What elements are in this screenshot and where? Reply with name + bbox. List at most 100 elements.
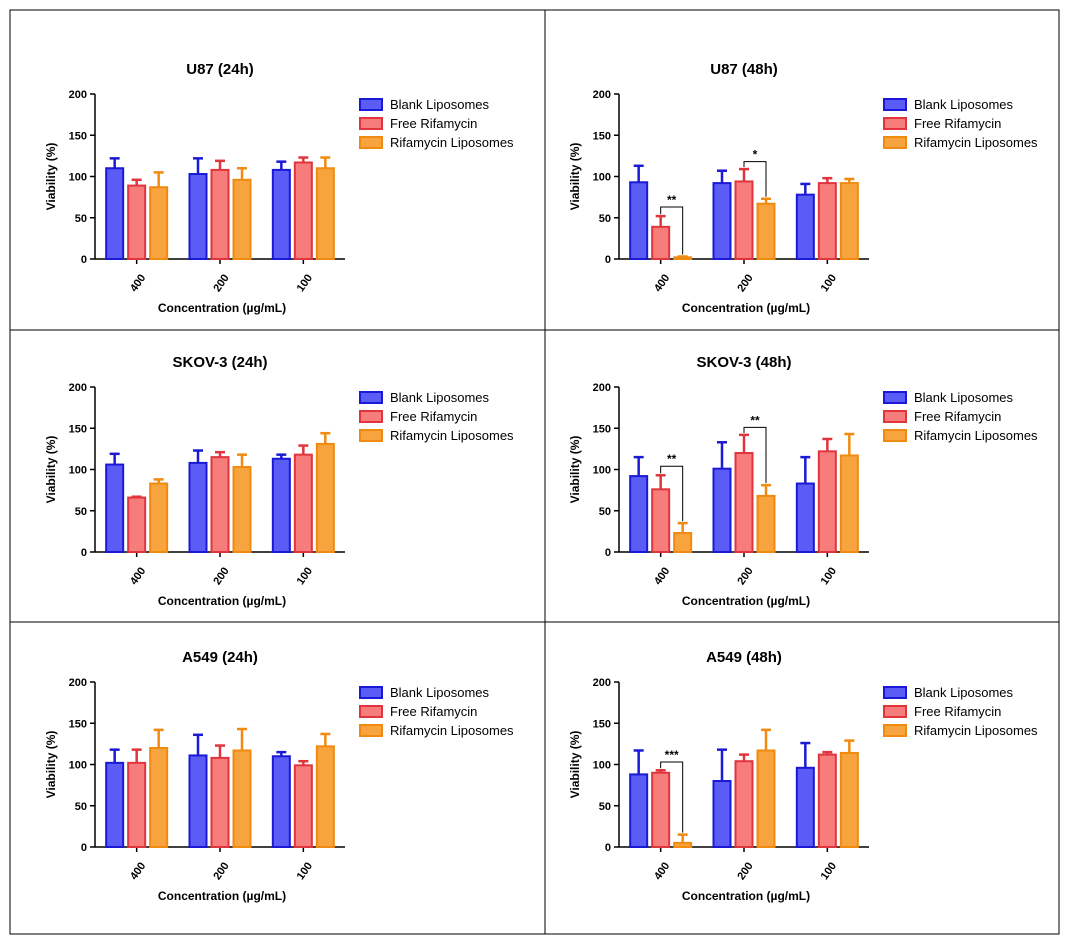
y-tick-label: 150 [69,718,87,730]
chart-title: SKOV-3 (24h) [172,354,267,371]
legend-swatch [359,136,383,149]
bar [293,161,313,261]
bar [795,766,815,848]
bar [210,168,230,260]
y-axis-label: Viability (%) [568,731,582,799]
bar [629,475,649,554]
y-tick-label: 200 [69,382,87,394]
bar [756,202,776,261]
y-axis-label: Viability (%) [44,731,58,799]
bar [271,755,291,848]
x-tick-label: 400 [652,860,672,882]
legend-swatch [359,429,383,442]
bar [734,452,754,553]
legend-label: Free Rifamycin [914,116,1001,131]
y-tick-label: 150 [593,130,611,142]
bar [712,780,732,848]
y-tick-label: 50 [75,801,87,813]
x-tick-label: 400 [128,860,148,882]
y-tick-label: 100 [69,465,87,477]
significance-bracket [743,426,767,484]
figure-border [9,9,1060,935]
x-tick-label: 400 [652,565,672,587]
x-tick-label: 200 [735,860,755,882]
y-tick-label: 150 [593,718,611,730]
bar [127,761,147,848]
legend-label: Blank Liposomes [390,97,489,112]
significance-label: ** [667,193,677,207]
x-tick-label: 100 [819,565,839,587]
y-tick-label: 100 [69,172,87,184]
bar [673,256,693,261]
bar [188,754,208,848]
chart-panel-5: A549 (48h) 0 50 100 150 200 Viability (%) Conce… [568,649,1038,903]
bar [271,457,291,553]
chart-panel-2: SKOV-3 (24h) 0 50 100 150 200 Viability (%) Con… [44,354,514,608]
bar [127,184,147,260]
y-tick-label: 50 [75,506,87,518]
legend-swatch [359,98,383,111]
bar [629,773,649,849]
bar [188,461,208,553]
chart-title: U87 (24h) [186,61,254,78]
x-axis-label: Concentration (µg/mL) [682,301,810,315]
bar [149,482,169,553]
chart-title: SKOV-3 (48h) [696,354,791,371]
legend-label: Blank Liposomes [914,97,1013,112]
legend-label: Rifamycin Liposomes [914,135,1038,150]
y-tick-label: 0 [81,254,87,266]
bar [232,178,252,260]
y-tick-label: 50 [599,801,611,813]
bar [734,760,754,849]
x-tick-label: 100 [819,860,839,882]
bar [795,193,815,260]
y-tick-label: 150 [593,423,611,435]
legend-swatch [359,410,383,423]
legend-label: Free Rifamycin [390,704,477,719]
bar [293,764,313,849]
legend-swatch [883,391,907,404]
x-tick-label: 100 [295,272,315,294]
legend-label: Blank Liposomes [390,685,489,700]
chart-panel-3: SKOV-3 (48h) 0 50 100 150 200 Viability (%) Con… [568,354,1038,608]
bar [210,756,230,849]
significance-bracket [660,761,684,833]
y-axis-label: Viability (%) [44,143,58,211]
bar [839,751,859,849]
x-axis-label: Concentration (µg/mL) [158,594,286,608]
x-tick-label: 400 [652,272,672,294]
bar [105,167,125,260]
x-tick-label: 400 [128,565,148,587]
bar [315,167,335,260]
bar [149,747,169,848]
bar [839,454,859,554]
y-tick-label: 100 [593,760,611,772]
bar [712,467,732,553]
y-tick-label: 200 [593,89,611,101]
legend-swatch [883,410,907,423]
x-tick-label: 100 [295,860,315,882]
bar [210,456,230,553]
chart-title: A549 (48h) [706,649,782,666]
x-axis-label: Concentration (µg/mL) [682,594,810,608]
bar [734,180,754,260]
chart-panel-0: U87 (24h) 0 50 100 150 200 Viability (%) Concen… [44,61,514,315]
y-axis-label: Viability (%) [568,436,582,504]
y-tick-label: 100 [593,172,611,184]
y-tick-label: 100 [593,465,611,477]
bar [105,463,125,553]
bar [651,771,671,848]
bar [629,181,649,260]
y-tick-label: 200 [69,89,87,101]
bar [795,482,815,553]
significance-bracket [743,161,767,197]
bar [149,186,169,261]
y-tick-label: 100 [69,760,87,772]
legend-swatch [359,724,383,737]
bar [651,488,671,553]
legend-swatch [883,705,907,718]
significance-bracket [660,206,684,255]
y-axis-label: Viability (%) [44,436,58,504]
bar [315,442,335,553]
legend-swatch [359,117,383,130]
